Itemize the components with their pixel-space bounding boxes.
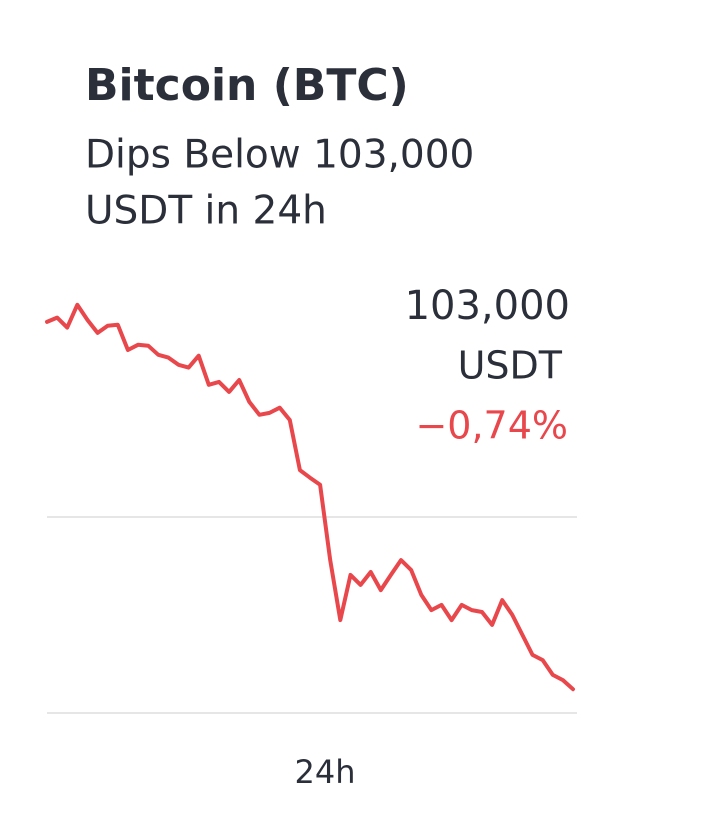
price-change: −0,74%	[415, 404, 568, 448]
chart-subtitle: Dips Below 103,000	[85, 133, 474, 178]
x-axis-label: 24h	[295, 753, 356, 791]
chart-subtitle: USDT in 24h	[85, 189, 327, 234]
price-line	[45, 302, 575, 692]
price-unit: USDT	[458, 344, 563, 388]
chart-title: Bitcoin (BTC)	[85, 60, 409, 111]
price-label: 103,000	[405, 283, 570, 329]
